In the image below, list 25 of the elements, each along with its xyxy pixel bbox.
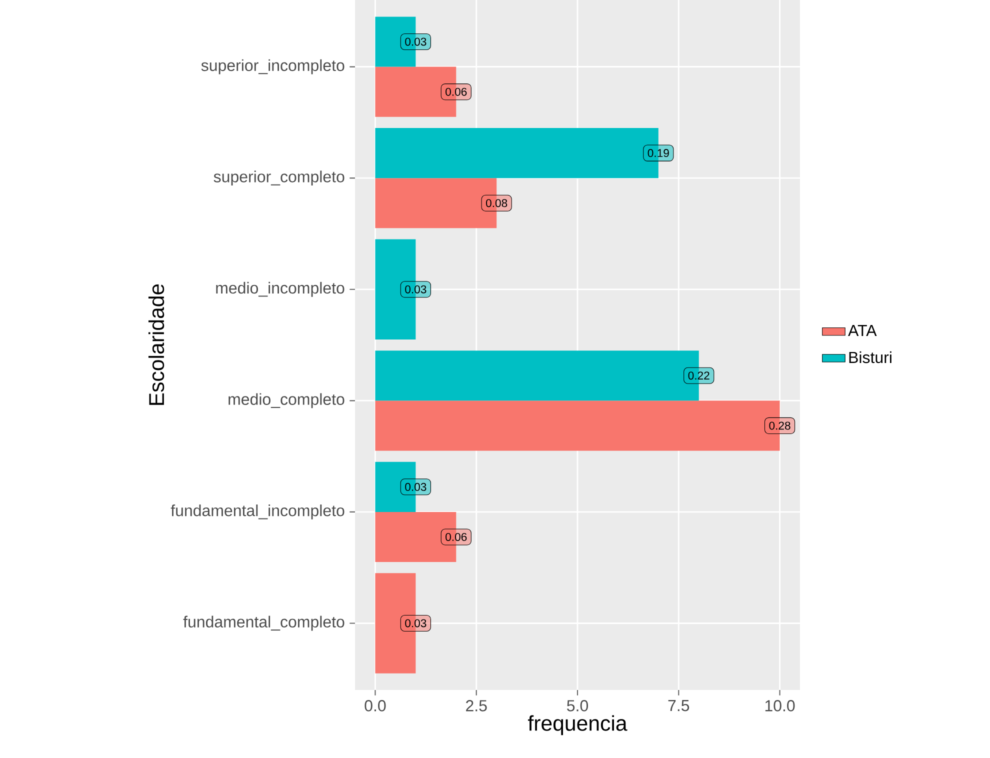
x-tick-label: 10.0 [765, 700, 795, 712]
y-tick-label: fundamental_incompleto [170, 504, 344, 520]
x-axis-title: frequencia [528, 715, 628, 736]
annotation: 0.03 [405, 619, 426, 628]
y-tick-label: medio_completo [228, 393, 344, 408]
annotation: 0.08 [486, 199, 508, 208]
y-axis-title: Escolaridade [148, 284, 164, 405]
annotation: 0.28 [769, 422, 790, 430]
annotation: 0.03 [405, 38, 426, 46]
x-tick-label: 0.0 [364, 700, 386, 712]
x-tick-label: 7.5 [668, 700, 690, 712]
legend-label: Bisturi [849, 351, 892, 364]
annotation: 0.19 [648, 149, 669, 158]
y-tick-label: superior_completo [214, 170, 344, 186]
annotation: 0.06 [446, 88, 467, 96]
legend-label: ATA [848, 325, 877, 336]
annotation: 0.03 [405, 285, 426, 294]
annotation: 0.06 [446, 532, 467, 541]
y-tick-label: fundamental_completo [183, 616, 344, 631]
annotation: 0.22 [688, 372, 710, 380]
y-tick-label: superior_incompleto [201, 59, 344, 74]
x-tick-label: 5.0 [567, 700, 588, 712]
annotation: 0.03 [405, 482, 426, 491]
y-tick-label: medio_incompleto [216, 282, 344, 297]
x-tick-label: 2.5 [466, 700, 487, 712]
